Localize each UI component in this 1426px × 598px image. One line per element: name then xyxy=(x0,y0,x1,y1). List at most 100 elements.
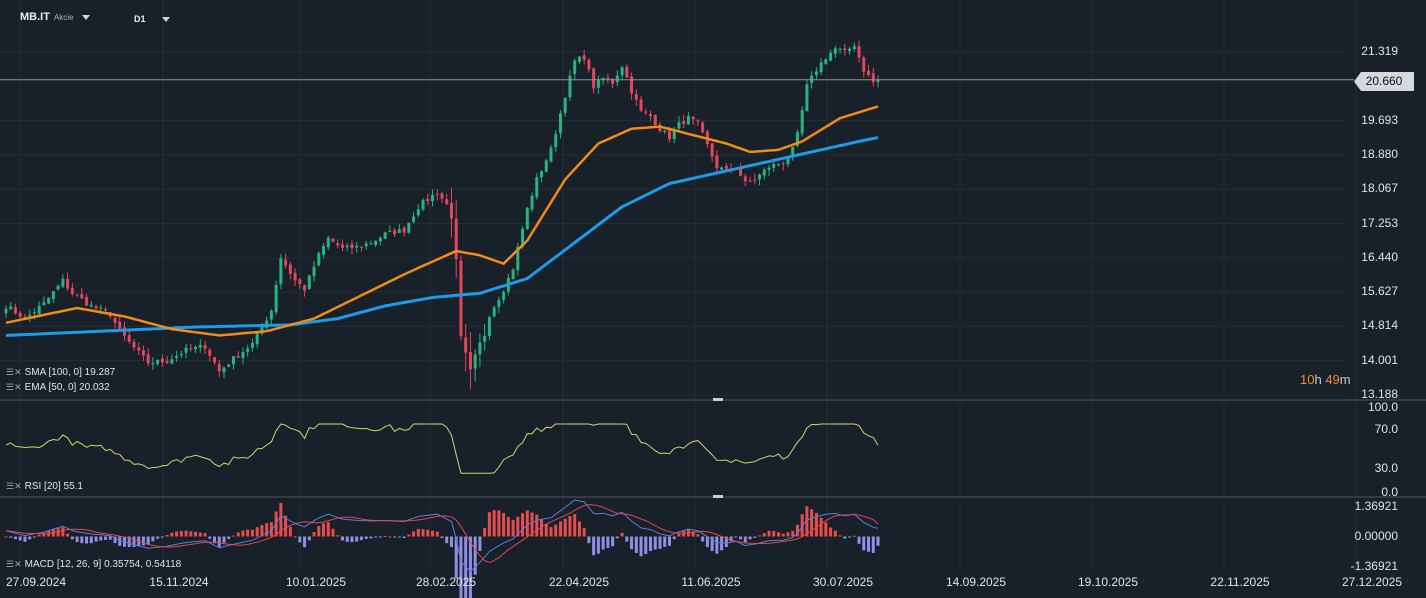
candle-body xyxy=(805,84,809,112)
candle-body xyxy=(213,357,217,363)
macd-histogram-bar xyxy=(663,536,667,547)
macd-histogram-bar xyxy=(312,532,316,537)
macd-tick-label: 1.36921 xyxy=(1354,499,1398,513)
candle-body xyxy=(118,321,122,329)
settings-icon[interactable]: ☰✕ xyxy=(6,382,22,392)
candle-body xyxy=(198,344,202,348)
macd-histogram-bar xyxy=(521,513,525,537)
macd-histogram-bar xyxy=(658,536,662,549)
macd-histogram-bar xyxy=(317,526,321,537)
macd-histogram-bar xyxy=(146,536,150,545)
candle-body xyxy=(151,363,155,365)
candle-body xyxy=(549,147,553,162)
macd-histogram-bar xyxy=(819,517,823,537)
price-tick-label: 14.001 xyxy=(1361,352,1398,367)
ema-line xyxy=(5,105,879,337)
macd-histogram-bar xyxy=(421,529,425,537)
macd-histogram-bar xyxy=(250,529,254,537)
macd-histogram-bar xyxy=(246,529,250,537)
macd-legend[interactable]: ☰✕ MACD [12, 26, 9] 0.35754, 0.54118 xyxy=(6,559,181,570)
macd-histogram-bar xyxy=(179,531,183,537)
candle-body xyxy=(397,229,401,234)
macd-histogram-bar xyxy=(791,530,795,537)
candle-body xyxy=(364,243,368,247)
settings-icon[interactable]: ☰✕ xyxy=(6,367,22,377)
macd-histogram-bar xyxy=(867,536,871,552)
macd-histogram-bar xyxy=(431,530,435,537)
macd-histogram-bar xyxy=(535,514,539,537)
sma-legend[interactable]: ☰✕ SMA [100, 0] 19.287 xyxy=(6,367,115,378)
candle-body xyxy=(4,308,8,314)
candle-body xyxy=(601,77,605,81)
rsi-legend[interactable]: ☰✕ RSI [20] 55.1 xyxy=(6,481,83,492)
settings-icon[interactable]: ☰✕ xyxy=(6,559,22,569)
candle-body xyxy=(852,46,856,50)
rsi-tick-label: 30.0 xyxy=(1374,461,1398,475)
macd-histogram-bar xyxy=(231,535,235,537)
macd-histogram-bar xyxy=(104,536,108,540)
date-tick-label: 15.11.2024 xyxy=(149,575,209,589)
macd-histogram-bar xyxy=(322,523,326,537)
candle-body xyxy=(13,307,17,314)
candle-body xyxy=(70,287,74,294)
countdown-minutes: 49 xyxy=(1325,372,1340,387)
settings-icon[interactable]: ☰✕ xyxy=(6,481,22,491)
macd-histogram-bar xyxy=(795,524,799,537)
macd-histogram-bar xyxy=(151,536,155,542)
candle-body xyxy=(540,171,544,178)
candle-body xyxy=(724,165,728,169)
candle-body xyxy=(104,309,108,311)
candle-body xyxy=(37,306,41,314)
macd-histogram-bar xyxy=(615,536,619,539)
candle-body xyxy=(672,129,676,140)
macd-histogram-bar xyxy=(113,536,117,544)
macd-histogram-bar xyxy=(23,536,27,542)
candle-body xyxy=(421,200,425,210)
macd-histogram-bar xyxy=(350,536,354,543)
macd-histogram-bar xyxy=(227,536,231,540)
candle-body xyxy=(838,49,842,51)
macd-histogram-bar xyxy=(28,536,32,540)
macd-histogram-bar xyxy=(630,536,634,550)
macd-histogram-bar xyxy=(558,521,562,537)
macd-histogram-bar xyxy=(516,516,520,537)
candle-body xyxy=(715,155,719,169)
macd-histogram-bar xyxy=(644,536,648,555)
candle-body xyxy=(312,266,316,277)
price-tick-label: 21.319 xyxy=(1361,44,1398,58)
macd-histogram-bar xyxy=(862,536,866,551)
symbol-selector[interactable]: MB.IT Akcie xyxy=(20,11,90,23)
date-tick-label: 27.12.2025 xyxy=(1341,575,1403,589)
macd-histogram-bar xyxy=(213,536,217,544)
date-tick-label: 27.09.2024 xyxy=(5,575,67,589)
candle-body xyxy=(478,342,482,355)
macd-histogram-bar xyxy=(649,536,653,552)
macd-histogram-bar xyxy=(715,536,719,554)
candle-body xyxy=(445,199,449,205)
candle-body xyxy=(786,157,790,165)
current-price-tag: 20.660 xyxy=(1354,72,1414,91)
macd-histogram-bar xyxy=(563,518,567,537)
candle-body xyxy=(170,359,174,364)
macd-histogram-bar xyxy=(269,522,273,537)
ema-legend[interactable]: ☰✕ EMA [50, 0] 20.032 xyxy=(6,382,110,393)
chevron-down-icon xyxy=(161,17,170,23)
candle-body xyxy=(710,143,714,157)
sma-line xyxy=(5,136,879,337)
candle-body xyxy=(667,130,671,140)
candle-body xyxy=(156,359,160,364)
candle-body xyxy=(554,133,558,148)
countdown-minutes-unit: m xyxy=(1339,372,1351,387)
timeframe-selector[interactable]: D1 xyxy=(134,14,170,24)
candle-body xyxy=(89,304,93,307)
macd-histogram-bar xyxy=(203,532,207,537)
candle-body xyxy=(440,193,444,199)
macd-histogram-bar xyxy=(94,536,98,542)
macd-histogram-bar xyxy=(810,509,814,537)
macd-histogram-bar xyxy=(374,536,378,538)
candle-body xyxy=(222,367,226,373)
macd-histogram-bar xyxy=(814,512,818,537)
macd-histogram-bar xyxy=(208,536,212,539)
candle-body xyxy=(18,312,22,318)
